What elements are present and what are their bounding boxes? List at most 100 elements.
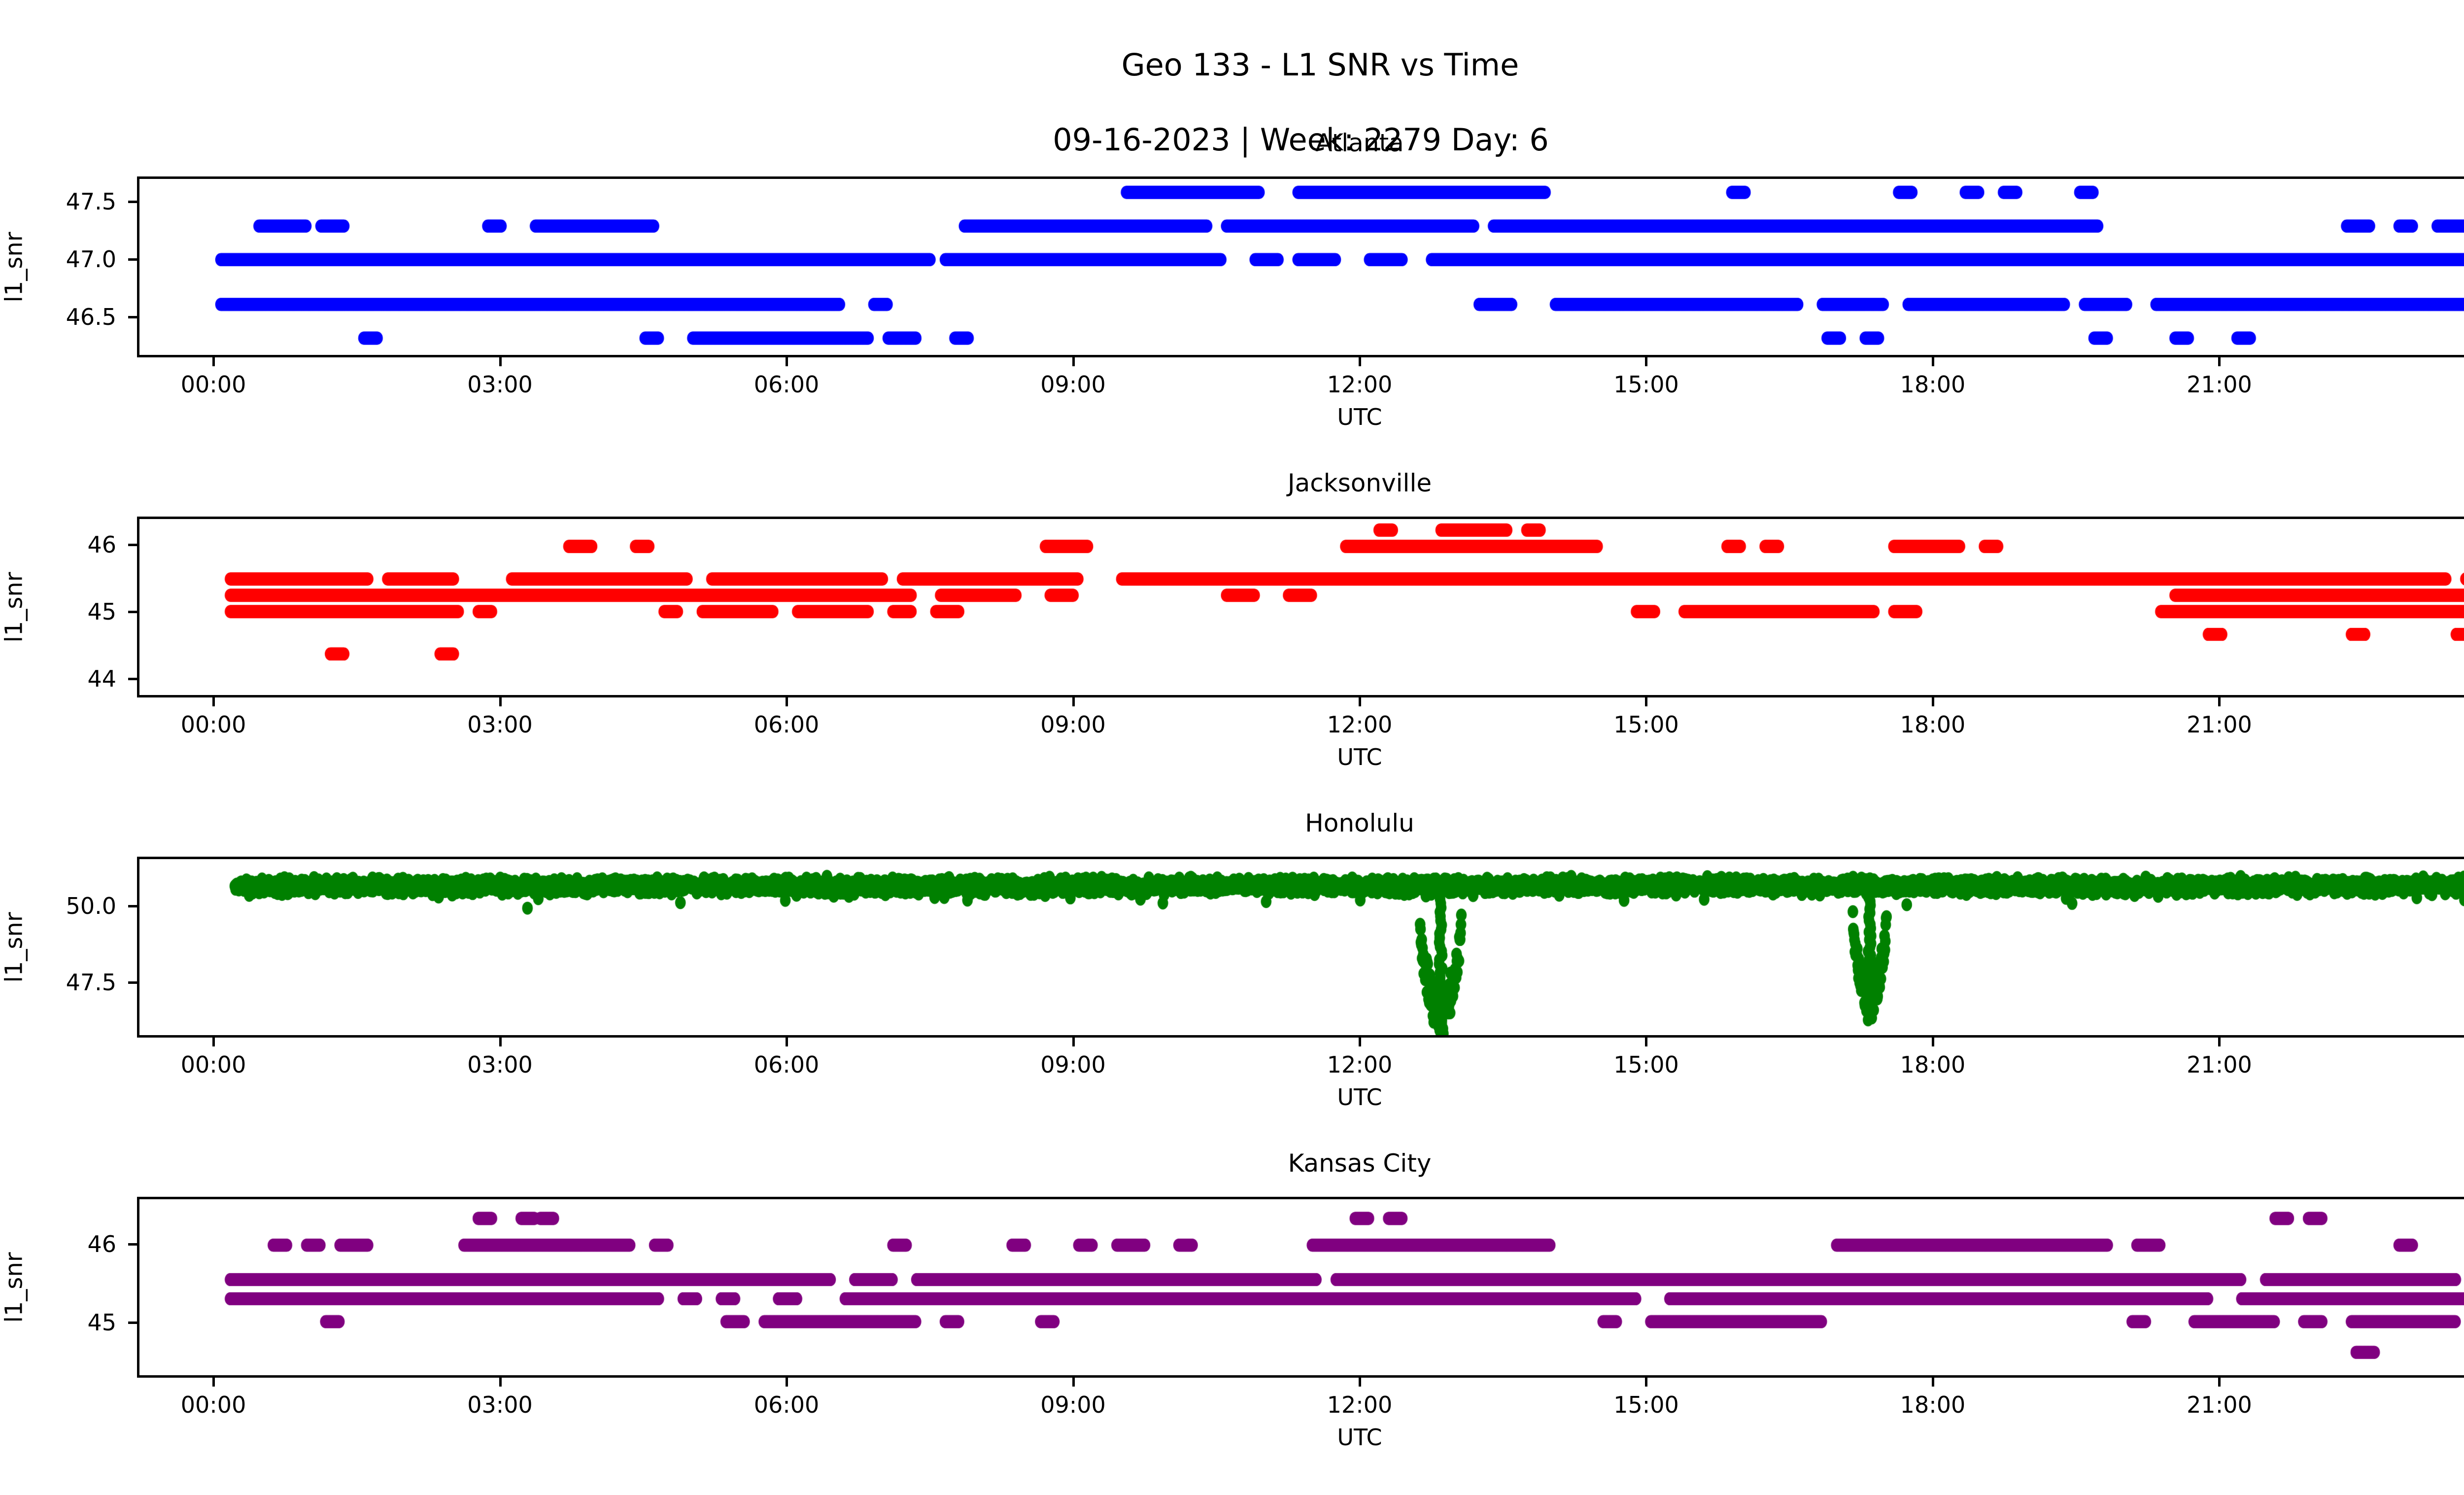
x-tick-label: 03:00	[467, 711, 533, 738]
x-tick-mark	[786, 1378, 788, 1387]
x-tick-mark	[499, 1378, 502, 1387]
x-tick-label: 00:00	[180, 711, 246, 738]
x-tick-mark	[499, 1038, 502, 1046]
plot-area	[137, 857, 2464, 1038]
plot-area	[137, 1197, 2464, 1378]
x-tick-mark	[212, 1038, 215, 1046]
x-axis-label: UTC	[1337, 744, 1382, 770]
x-tick-label: 15:00	[1613, 371, 1679, 398]
x-tick-mark	[212, 357, 215, 366]
y-tick-mark	[128, 611, 137, 613]
x-tick-label: 06:00	[753, 1051, 820, 1078]
x-tick-label: 00:00	[2427, 1053, 2464, 1076]
y-tick-mark	[128, 316, 137, 319]
x-tick-label: 00:00	[2427, 1393, 2464, 1416]
y-tick-label: 44	[87, 665, 116, 692]
x-tick-mark	[1359, 697, 1361, 706]
y-tick-label: 45	[87, 598, 116, 625]
x-tick-label: 00:00	[180, 371, 246, 398]
y-tick-mark	[128, 258, 137, 261]
x-tick-label: 00:00	[180, 1391, 246, 1418]
subplot-title: Atlanta	[1315, 129, 1404, 157]
x-tick-mark	[1072, 1378, 1075, 1387]
y-axis-label: l1_snr	[0, 231, 28, 303]
x-tick-label: 18:00	[1900, 1391, 1966, 1418]
x-tick-label: 21:00	[2187, 371, 2252, 398]
x-tick-mark	[499, 697, 502, 706]
x-tick-label: 03:00	[467, 1051, 533, 1078]
x-axis-label: UTC	[1337, 1084, 1382, 1111]
x-tick-label: 12:00	[1327, 1051, 1393, 1078]
scatter-points	[139, 519, 2464, 695]
y-tick-label: 47.5	[66, 969, 116, 996]
scatter-points	[139, 1199, 2464, 1375]
x-tick-mark	[786, 357, 788, 366]
x-tick-mark	[1072, 697, 1075, 706]
x-tick-mark	[1072, 1038, 1075, 1046]
y-tick-mark	[128, 544, 137, 547]
x-tick-label: 09:00	[1040, 711, 1106, 738]
x-tick-label: 03:00	[467, 371, 533, 398]
x-tick-label: 12:00	[1327, 371, 1393, 398]
x-tick-label: 06:00	[753, 711, 820, 738]
x-tick-label: 03:00	[467, 1391, 533, 1418]
suptitle-line-1: Geo 133 - L1 SNR vs Time	[1121, 47, 1519, 83]
x-tick-label: 18:00	[1900, 711, 1966, 738]
x-tick-label: 21:00	[2187, 711, 2252, 738]
x-tick-mark	[499, 357, 502, 366]
y-tick-label: 46.5	[66, 304, 116, 331]
y-tick-label: 47.0	[66, 246, 116, 273]
y-axis-label: l1_snr	[0, 1252, 28, 1323]
x-tick-mark	[1645, 357, 1648, 366]
plot-area	[137, 517, 2464, 697]
x-tick-mark	[2218, 697, 2221, 706]
x-tick-label: 06:00	[753, 1391, 820, 1418]
y-axis-label: l1_snr	[0, 571, 28, 643]
x-tick-mark	[212, 697, 215, 706]
x-tick-mark	[2218, 357, 2221, 366]
y-tick-mark	[128, 1243, 137, 1246]
x-tick-label: 21:00	[2187, 1051, 2252, 1078]
x-tick-mark	[786, 1038, 788, 1046]
y-tick-label: 46	[87, 1230, 116, 1257]
x-tick-mark	[1645, 1038, 1648, 1046]
y-tick-mark	[128, 904, 137, 907]
subplot-title: Jacksonville	[1287, 469, 1432, 497]
figure-suptitle: Geo 133 - L1 SNR vs Time 09-16-2023 | We…	[0, 9, 2464, 234]
scatter-points	[139, 859, 2464, 1035]
y-axis-label: l1_snr	[0, 911, 28, 983]
x-tick-label: 00:00	[180, 1051, 246, 1078]
x-tick-mark	[212, 1378, 215, 1387]
x-tick-mark	[1931, 357, 1934, 366]
y-tick-label: 46	[87, 531, 116, 558]
x-tick-label: 15:00	[1613, 1051, 1679, 1078]
x-tick-label: 15:00	[1613, 1391, 1679, 1418]
y-tick-label: 45	[87, 1309, 116, 1336]
subplot-title: Honolulu	[1305, 809, 1414, 837]
x-tick-label: 09:00	[1040, 1391, 1106, 1418]
x-tick-mark	[2218, 1378, 2221, 1387]
x-tick-label: 06:00	[753, 371, 820, 398]
x-tick-label: 12:00	[1327, 1391, 1393, 1418]
x-tick-mark	[1645, 697, 1648, 706]
x-tick-mark	[1931, 1378, 1934, 1387]
y-tick-mark	[128, 201, 137, 204]
y-tick-label: 47.5	[66, 188, 116, 215]
subplot-title: Kansas City	[1288, 1149, 1432, 1178]
x-tick-mark	[1931, 697, 1934, 706]
x-tick-mark	[1931, 1038, 1934, 1046]
x-tick-label: 18:00	[1900, 1051, 1966, 1078]
x-tick-label: 12:00	[1327, 711, 1393, 738]
x-tick-mark	[1359, 1378, 1361, 1387]
x-tick-label: 15:00	[1613, 711, 1679, 738]
x-axis-label: UTC	[1337, 404, 1382, 430]
plot-area	[137, 176, 2464, 357]
suptitle-line-2: 09-16-2023 | Week: 2279 Day: 6	[1053, 122, 1549, 158]
x-tick-label: 00:00	[2427, 373, 2464, 396]
x-tick-label: 18:00	[1900, 371, 1966, 398]
x-tick-label: 00:00	[2427, 713, 2464, 736]
scatter-points	[139, 179, 2464, 355]
x-tick-mark	[1359, 1038, 1361, 1046]
x-tick-mark	[2218, 1038, 2221, 1046]
